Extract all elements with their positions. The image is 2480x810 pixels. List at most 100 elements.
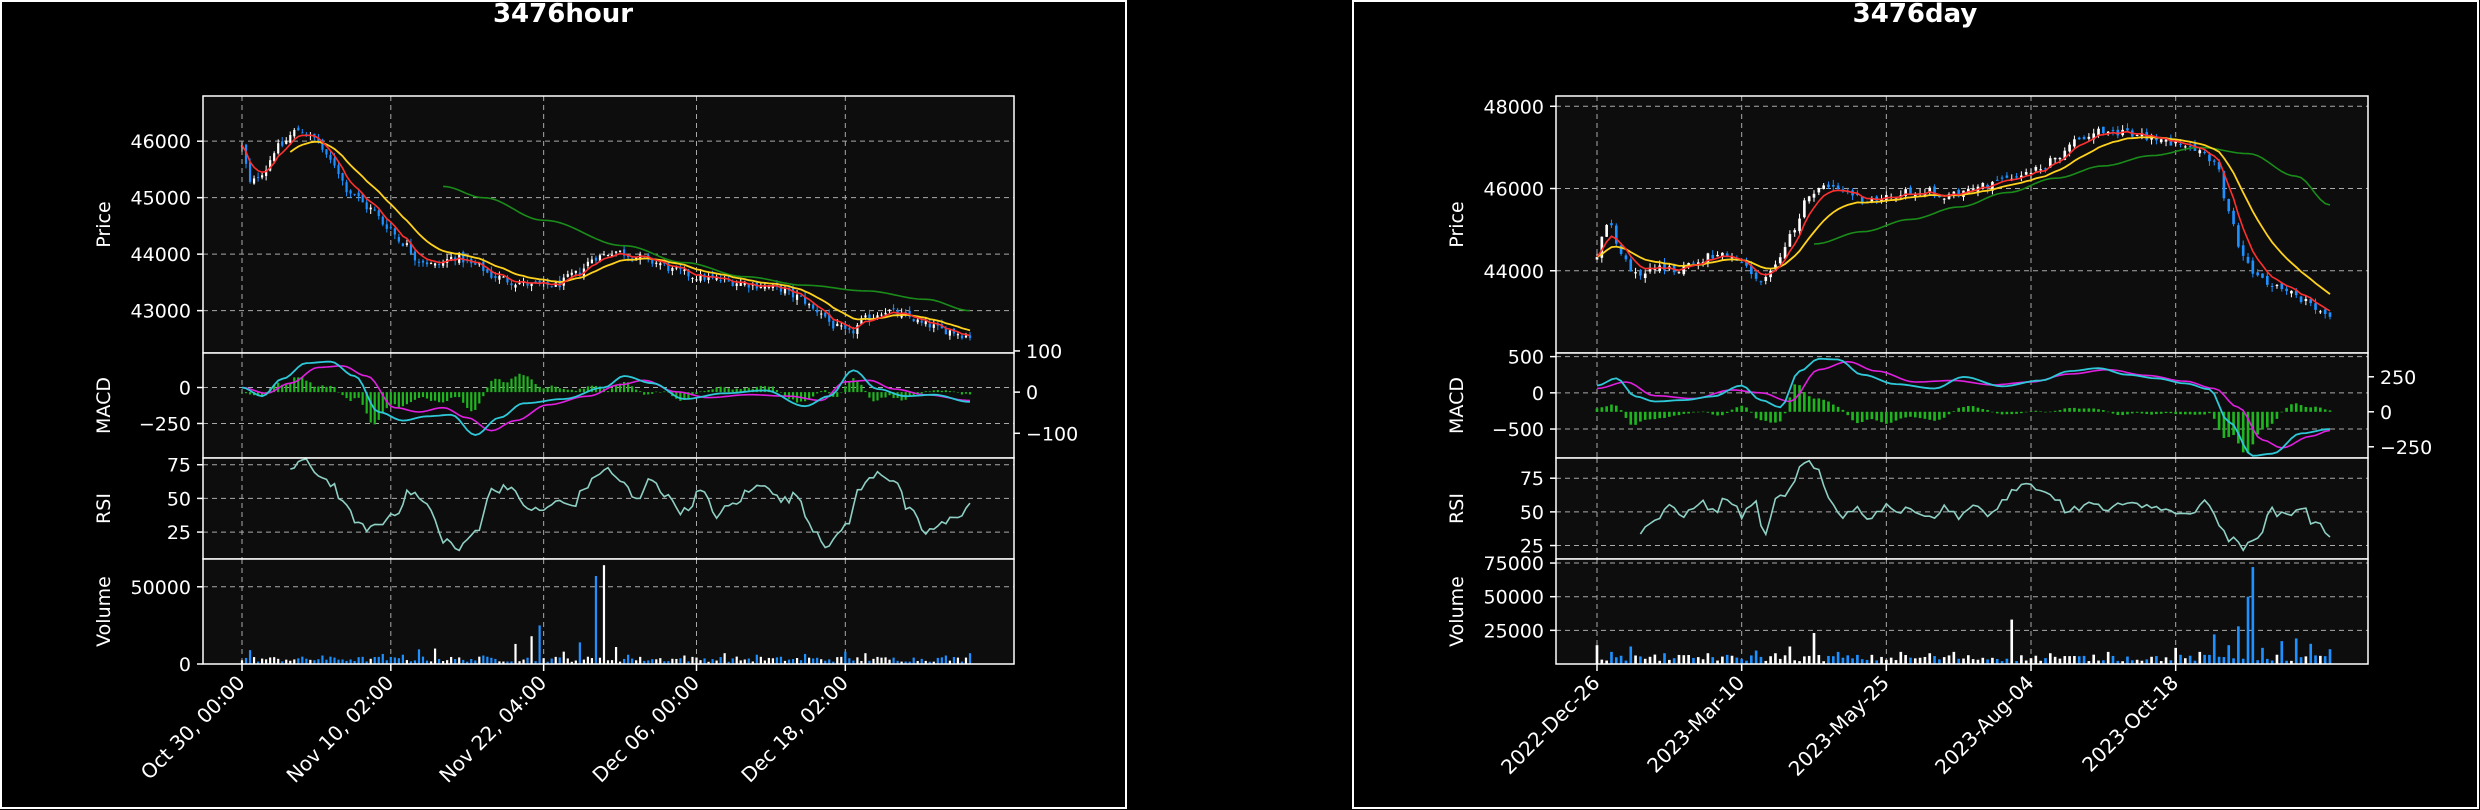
candle-body [1957,189,1960,197]
volume-bar [2048,653,2052,664]
price-panel-bg [203,96,1014,353]
candle-body [1788,234,1792,247]
volume-bar [2275,654,2279,664]
candle-body [437,264,441,266]
volume-bar [872,658,875,664]
volume-bar [904,661,907,664]
volume-bar [803,653,807,664]
candle-body [244,144,248,164]
candle-body [816,309,819,313]
macd-histogram-bar [2145,411,2149,414]
macd-histogram-bar [1947,411,1951,415]
macd-histogram-bar [542,388,545,393]
candle-body [429,263,433,265]
macd-histogram-bar [952,391,956,393]
candle-body [948,330,951,336]
volume-bar [2044,658,2047,664]
candle-body [2106,131,2110,134]
macd-histogram-bar [936,390,939,393]
volume-bar [1634,655,1637,664]
volume-bar [2222,657,2226,664]
candle-body [550,286,553,288]
volume-bar [832,661,835,664]
volume-bar [2097,660,2100,664]
volume-bar [2140,660,2144,664]
macd-histogram-bar [2169,411,2173,414]
candle-body [2063,150,2067,160]
macd-histogram-bar [2000,411,2004,415]
volume-bar [1831,656,1835,664]
volume-bar [1711,657,1715,664]
macd-histogram-bar [1721,411,1724,416]
volume-bar [1701,659,1705,664]
volume-axis-label: Volume [93,576,115,647]
macd-histogram-bar [1663,411,1666,418]
price-tick-label: 44000 [131,244,191,266]
volume-bar [2135,659,2139,664]
volume-bar [936,657,939,664]
macd-histogram-bar [369,392,372,423]
candle-body [490,270,493,278]
candle-body [1904,189,1907,197]
volume-bar [510,661,513,664]
candle-body [627,255,630,258]
macd-histogram-bar [775,390,779,393]
volume-bar [1909,657,1912,664]
macd-histogram-bar [433,392,437,401]
volume-bar [836,657,839,664]
macd-histogram-bar [691,392,694,396]
macd-histogram-bar [2261,411,2264,430]
volume-bar [550,658,553,664]
macd-histogram-bar [808,392,811,399]
macd-histogram-bar [1668,411,1671,417]
volume-bar [321,655,324,664]
macd-histogram-bar [1836,406,1840,412]
candle-body [261,175,264,178]
macd-histogram-bar [803,392,807,402]
macd-histogram-bar [1991,411,1994,413]
candle-body [2116,129,2120,136]
volume-bar [558,657,561,664]
macd-histogram-bar [321,385,324,393]
volume-panel-bg [1556,559,2368,664]
candle-body [2015,176,2018,178]
volume-bar [458,657,461,664]
candle-body [1783,247,1787,259]
macd-histogram-bar [1778,411,1782,422]
candle-body [297,127,300,131]
macd-histogram-bar [1938,411,1941,420]
volume-bar [442,661,445,664]
volume-bar [1619,655,1623,664]
candle-body [1986,184,1989,189]
macd-histogram-bar [2290,404,2293,412]
price-tick-label: 45000 [131,188,191,210]
macd-histogram-bar [944,390,947,393]
candle-body [2048,158,2052,168]
macd-histogram-bar [2159,411,2163,414]
macd-histogram-bar [964,392,968,394]
volume-bar [1740,659,1743,664]
volume-bar [606,660,610,664]
macd-histogram-bar [2053,410,2057,412]
volume-bar [707,661,710,664]
volume-bar [1663,653,1666,664]
macd-histogram-bar [1648,411,1652,420]
candle-body [675,267,678,269]
volume-bar [683,655,686,664]
candle-body [2227,199,2231,212]
macd-histogram-bar [1812,398,1816,412]
macd-histogram-bar [711,389,714,393]
candle-body [743,282,746,285]
volume-bar [2145,659,2149,664]
macd-histogram-bar [317,386,320,393]
macd-histogram-bar [852,378,855,393]
candle-body [586,261,590,267]
candle-body [1942,198,1946,200]
volume-bar [1725,654,1729,664]
macd-right-tick-label: 100 [1026,341,1062,363]
volume-bar [1658,660,1662,664]
candle-body [1759,281,1763,283]
candle-body [1600,236,1604,258]
candle-body [462,252,465,263]
macd-histogram-bar [466,392,469,408]
